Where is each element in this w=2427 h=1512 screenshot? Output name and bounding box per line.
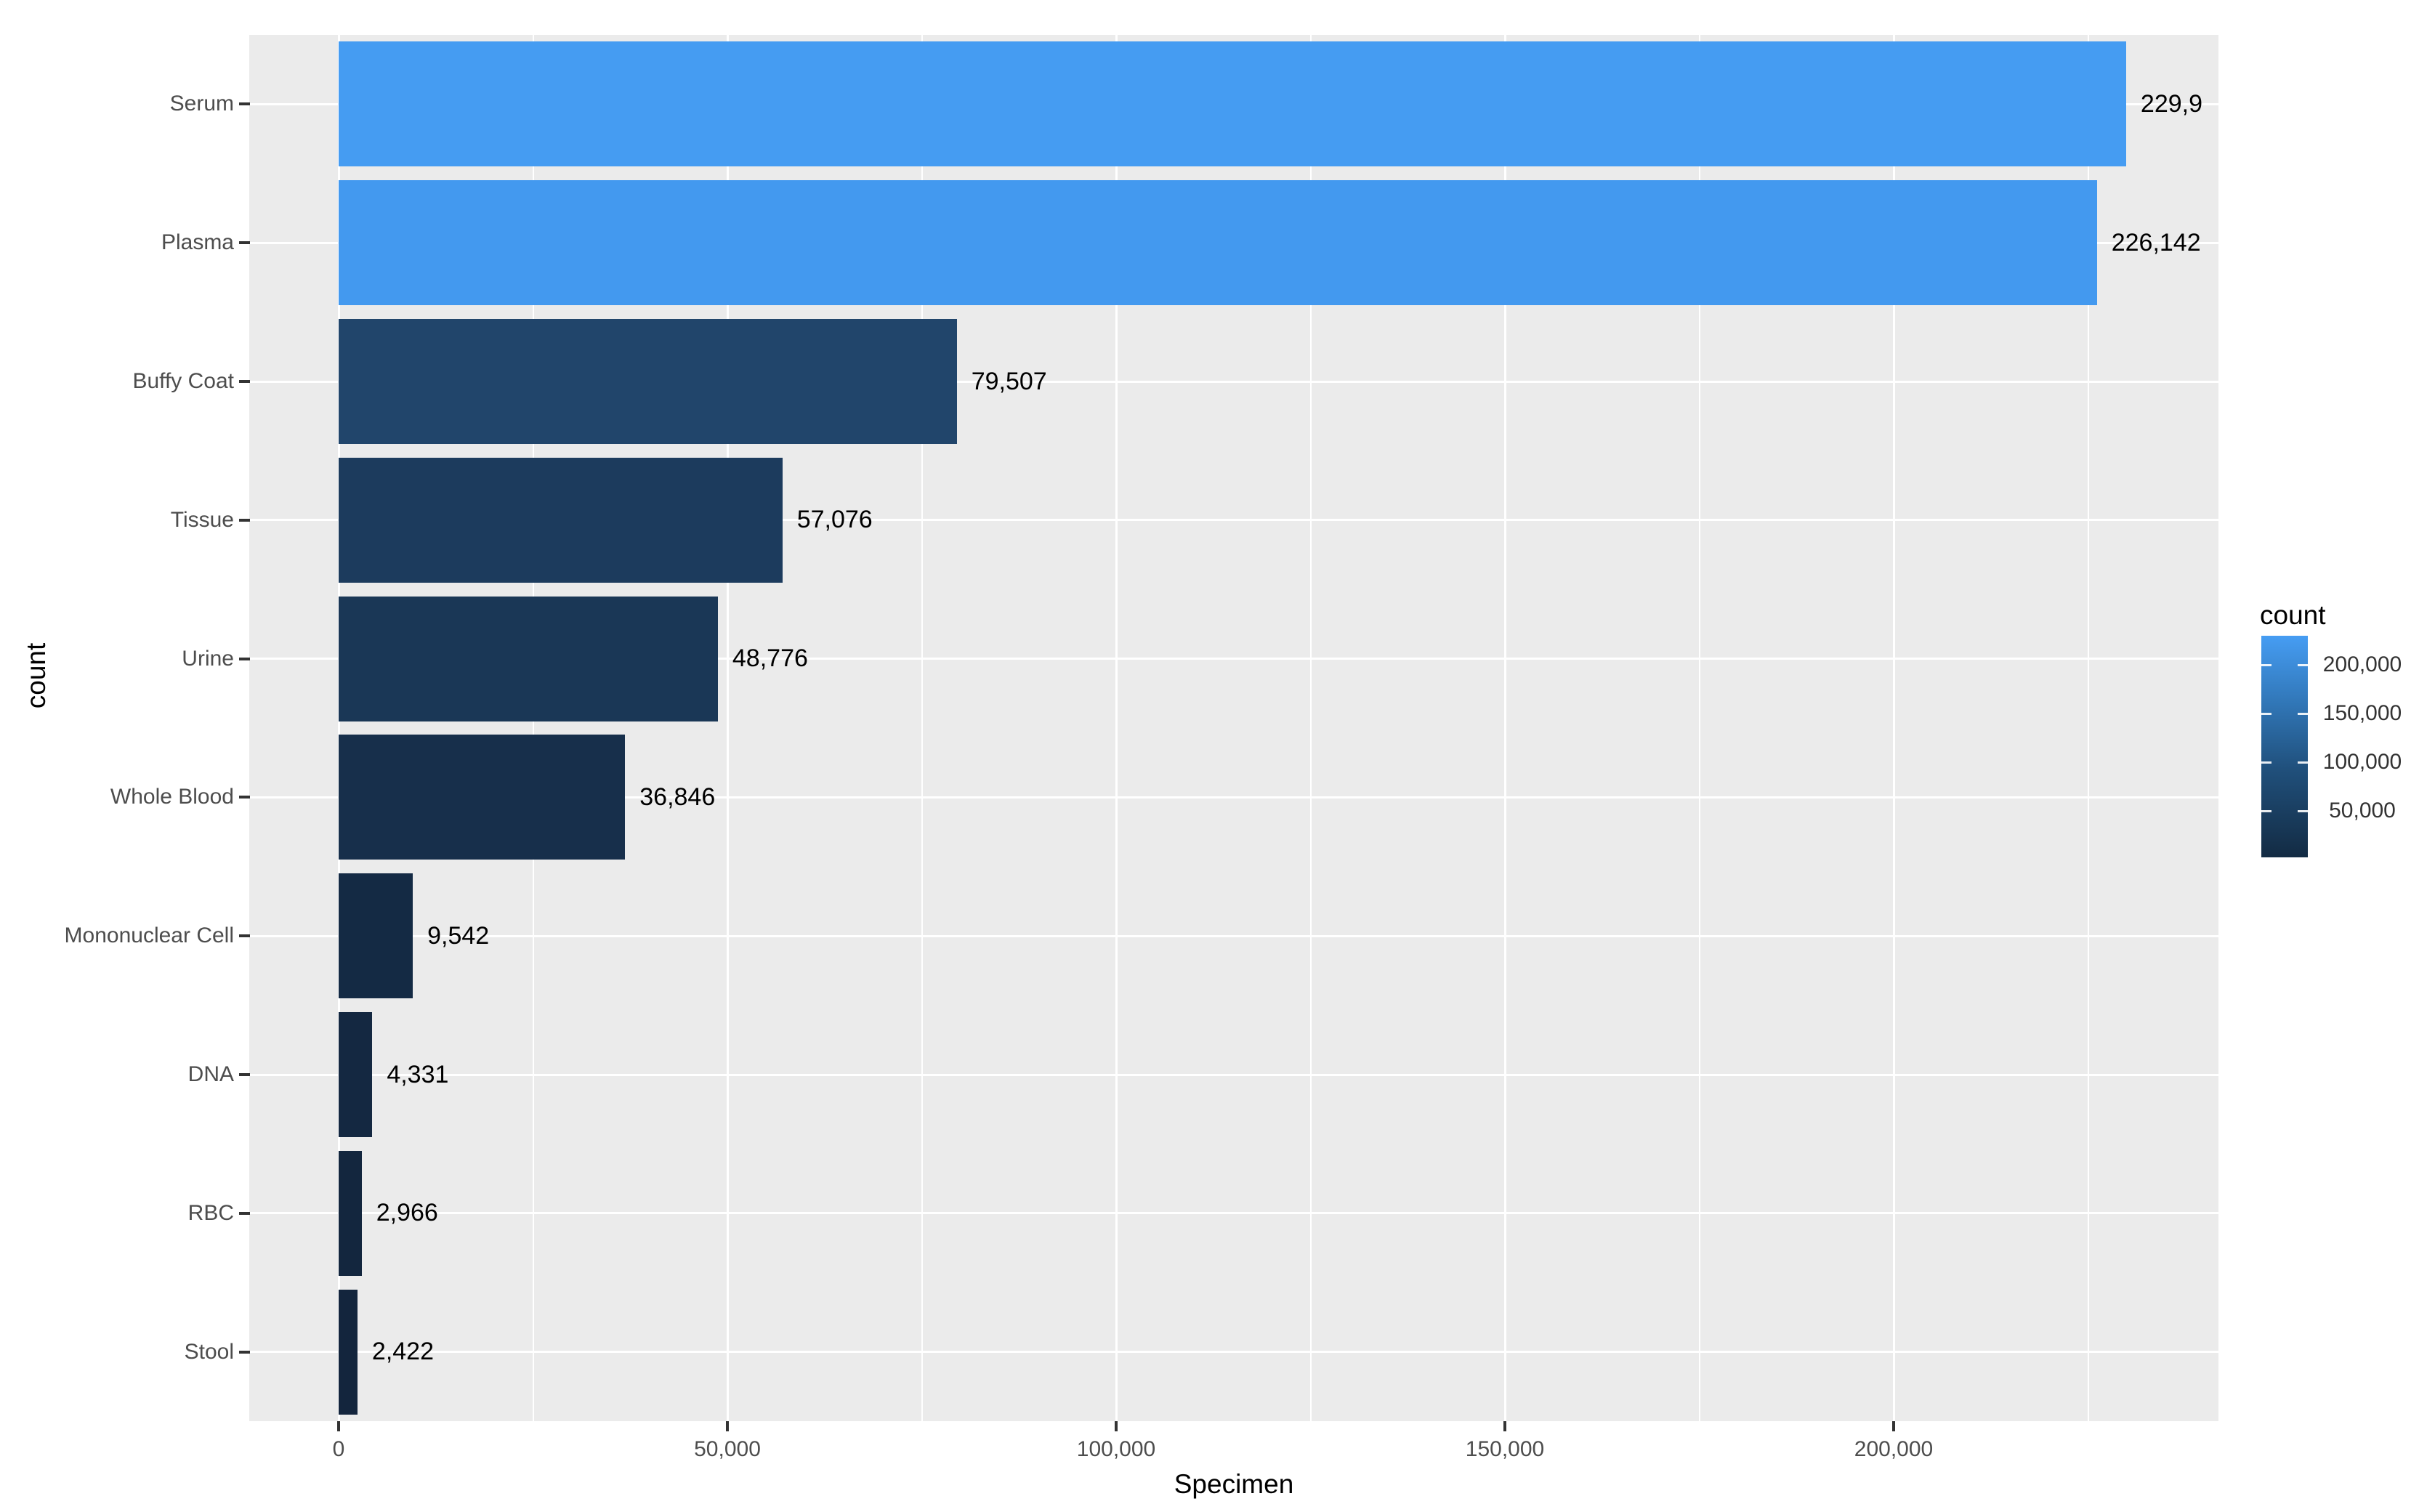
- x-tick: [1892, 1421, 1895, 1431]
- x-tick-label: 100,000: [1076, 1437, 1156, 1461]
- bar-value-label: 226,142: [2111, 228, 2201, 256]
- bar-value-label: 36,846: [639, 783, 716, 811]
- legend-tick-label: 50,000: [2329, 799, 2396, 823]
- y-axis-label: Plasma: [161, 230, 234, 255]
- x-tick-label: 0: [332, 1437, 345, 1461]
- y-axis-label: DNA: [187, 1062, 234, 1086]
- gridline-y-major: [249, 1212, 2218, 1215]
- gridline-y-major: [249, 1073, 2218, 1076]
- bar: [339, 457, 783, 583]
- y-tick: [239, 241, 250, 245]
- legend-tick: [2261, 663, 2271, 666]
- gridline-x-minor: [532, 35, 534, 1421]
- legend-tick-label: 100,000: [2322, 750, 2402, 775]
- y-axis-label: Urine: [182, 646, 234, 671]
- bar-value-label: 229,9: [2140, 89, 2203, 118]
- y-tick: [239, 380, 250, 383]
- legend-tick: [2298, 761, 2308, 764]
- bar: [339, 180, 2097, 306]
- y-tick: [239, 1211, 250, 1215]
- legend-title: count: [2260, 600, 2326, 630]
- legend-tick: [2261, 761, 2271, 764]
- y-tick: [239, 518, 250, 522]
- y-tick: [239, 796, 250, 799]
- legend-tick: [2298, 809, 2308, 812]
- x-tick: [1115, 1421, 1118, 1431]
- x-tick: [726, 1421, 729, 1431]
- gridline-x-minor: [1309, 35, 1312, 1421]
- y-axis-title: count: [21, 642, 51, 709]
- y-tick: [239, 1073, 250, 1076]
- gridline-y-major: [249, 796, 2218, 799]
- y-axis-label: RBC: [187, 1200, 234, 1225]
- bar-value-label: 48,776: [732, 644, 808, 673]
- bar: [339, 319, 957, 444]
- bar: [339, 41, 2126, 167]
- x-tick: [337, 1421, 340, 1431]
- gridline-x-major: [1892, 35, 1895, 1421]
- x-tick: [1503, 1421, 1506, 1431]
- gridline-y-major: [249, 380, 2218, 383]
- bar-value-label: 2,966: [376, 1199, 438, 1227]
- bar: [339, 735, 626, 860]
- y-tick: [239, 102, 250, 106]
- legend-gradient-bar: [2261, 636, 2308, 857]
- bar-value-label: 57,076: [796, 506, 873, 534]
- gridline-x-major: [1503, 35, 1506, 1421]
- plot-panel: 229,9 226,142 79,507 57,076 48,776 36,846 9,54…: [249, 35, 2218, 1421]
- x-tick-label: 50,000: [694, 1437, 761, 1461]
- legend-tick: [2298, 712, 2308, 715]
- gridline-x-minor: [1698, 35, 1700, 1421]
- bar: [339, 1150, 362, 1276]
- y-axis-label: Tissue: [170, 507, 234, 532]
- y-axis-label: Whole Blood: [110, 785, 234, 809]
- bar: [339, 873, 413, 999]
- gridline-x-major: [726, 35, 729, 1421]
- y-axis-label: Serum: [169, 92, 234, 116]
- gridline-y-major: [249, 934, 2218, 937]
- gridline-y-major: [249, 658, 2218, 660]
- bar: [339, 1012, 373, 1137]
- bar-value-label: 4,331: [387, 1060, 449, 1088]
- legend-tick: [2261, 809, 2271, 812]
- gridline-x-minor: [2087, 35, 2089, 1421]
- bar-value-label: 2,422: [371, 1338, 434, 1366]
- gridline-x-major: [337, 35, 340, 1421]
- y-tick: [239, 934, 250, 938]
- y-axis-label: Stool: [184, 1339, 234, 1364]
- y-tick: [239, 1350, 250, 1354]
- legend-tick-label: 200,000: [2322, 652, 2402, 677]
- y-axis-label: Buffy Coat: [132, 369, 234, 393]
- gridline-y-major: [249, 519, 2218, 522]
- gridline-y-major: [249, 1351, 2218, 1354]
- gridline-x-minor: [921, 35, 923, 1421]
- gridline-x-major: [1115, 35, 1118, 1421]
- x-axis-title: Specimen: [1174, 1469, 1294, 1499]
- y-tick: [239, 657, 250, 660]
- legend-tick: [2261, 712, 2271, 715]
- bar: [339, 596, 718, 721]
- bar: [339, 1289, 358, 1415]
- legend-tick-label: 150,000: [2322, 701, 2402, 726]
- x-tick-label: 200,000: [1854, 1437, 1934, 1461]
- x-tick-label: 150,000: [1465, 1437, 1545, 1461]
- bar-value-label: 9,542: [427, 921, 490, 950]
- legend-tick: [2298, 663, 2308, 666]
- y-axis-label: Mononuclear Cell: [64, 923, 234, 948]
- bar-value-label: 79,507: [971, 367, 1047, 395]
